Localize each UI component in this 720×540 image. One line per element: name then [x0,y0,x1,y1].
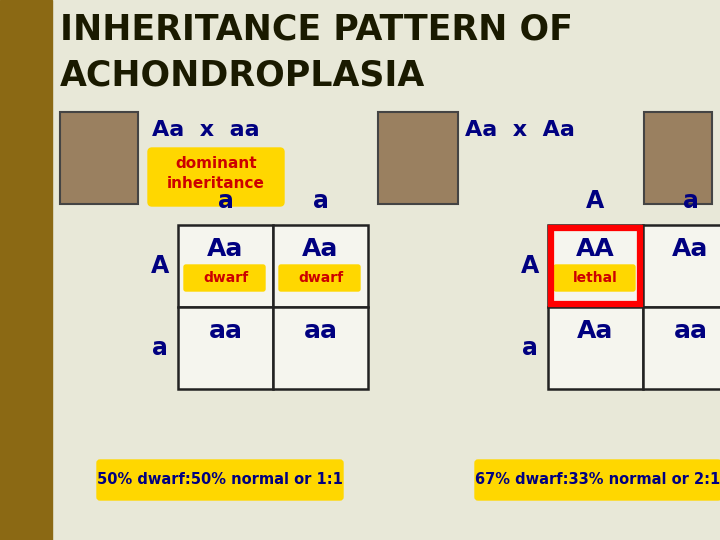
Text: 50% dwarf:50% normal or 1:1: 50% dwarf:50% normal or 1:1 [97,472,343,488]
Text: aa: aa [673,319,708,343]
Text: A: A [521,254,539,278]
Text: dominant
inheritance: dominant inheritance [167,156,265,191]
Bar [178,307,273,389]
Bar [643,225,720,307]
FancyBboxPatch shape [279,265,360,291]
Text: ACHONDROPLASIA: ACHONDROPLASIA [60,58,426,92]
Text: 67% dwarf:33% normal or 2:1: 67% dwarf:33% normal or 2:1 [475,472,720,488]
Text: dwarf: dwarf [298,271,343,285]
Bar [273,225,368,307]
Bar [644,112,712,204]
Text: AA: AA [576,237,615,261]
Text: dwarf: dwarf [203,271,248,285]
Bar [643,307,720,389]
Text: lethal: lethal [573,271,618,285]
Bar [60,112,138,204]
Bar [0,0,52,540]
Text: INHERITANCE PATTERN OF: INHERITANCE PATTERN OF [60,12,573,46]
Bar [378,112,458,204]
Bar [548,225,643,307]
Text: Aa: Aa [672,237,708,261]
Text: Aa: Aa [577,319,613,343]
Bar [551,228,640,304]
FancyBboxPatch shape [148,148,284,206]
Text: a: a [522,336,538,360]
Text: A: A [151,254,169,278]
Text: Aa: Aa [302,237,338,261]
FancyBboxPatch shape [554,265,635,291]
Bar [273,307,368,389]
Text: a: a [217,189,233,213]
Bar [548,307,643,389]
Bar [178,225,273,307]
FancyBboxPatch shape [184,265,265,291]
Text: Aa: Aa [207,237,243,261]
FancyBboxPatch shape [97,460,343,500]
Text: aa: aa [304,319,338,343]
Text: a: a [683,189,698,213]
Text: a: a [152,336,168,360]
Text: Aa  x  aa: Aa x aa [152,120,260,140]
Text: aa: aa [209,319,243,343]
Text: Aa  x  Aa: Aa x Aa [465,120,575,140]
FancyBboxPatch shape [475,460,720,500]
Text: A: A [586,189,605,213]
Text: a: a [312,189,328,213]
